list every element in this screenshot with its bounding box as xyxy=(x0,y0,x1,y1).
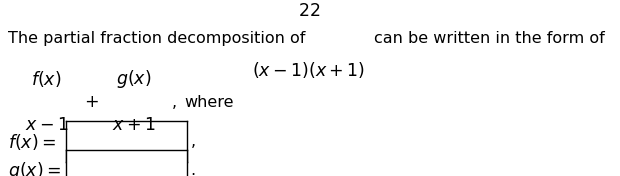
Text: $22$: $22$ xyxy=(298,2,320,20)
Text: $(x-1)(x+1)$: $(x-1)(x+1)$ xyxy=(252,59,365,80)
Text: can be written in the form of: can be written in the form of xyxy=(374,31,604,46)
Text: where: where xyxy=(184,95,234,110)
Text: $f(x)$: $f(x)$ xyxy=(31,69,62,89)
Text: $g(x) =$: $g(x) =$ xyxy=(8,160,61,176)
Text: The partial fraction decomposition of: The partial fraction decomposition of xyxy=(8,31,306,46)
Text: ,: , xyxy=(172,95,177,110)
Text: ,: , xyxy=(190,134,195,149)
Text: $g(x)$: $g(x)$ xyxy=(115,68,151,90)
Text: $+$: $+$ xyxy=(84,93,99,111)
Text: $x+1$: $x+1$ xyxy=(112,116,155,134)
Text: $x-1$: $x-1$ xyxy=(25,116,68,134)
Text: .: . xyxy=(190,163,195,176)
Text: $f(x) =$: $f(x) =$ xyxy=(8,132,56,152)
